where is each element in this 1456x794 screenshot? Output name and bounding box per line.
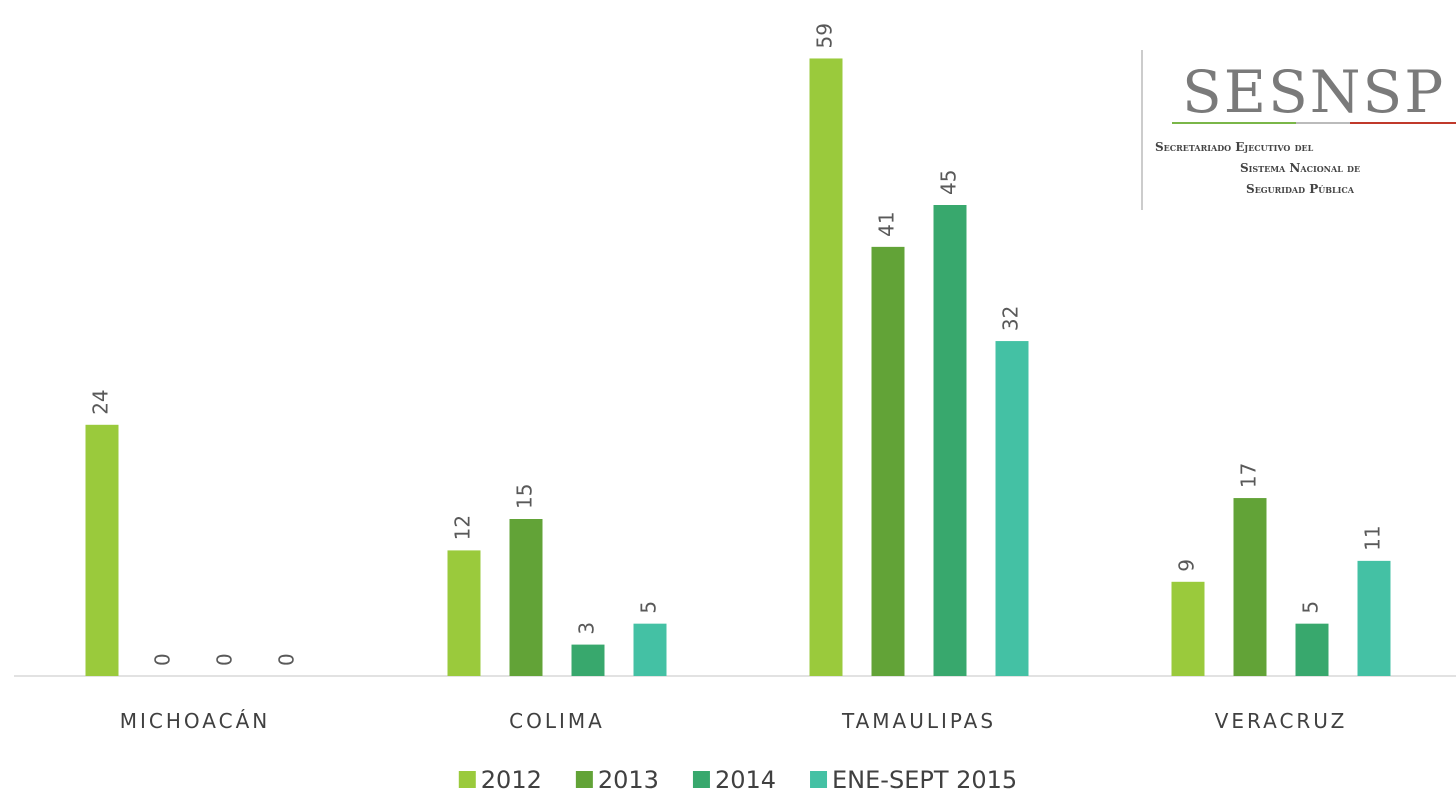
data-label: 17 [1237,463,1261,488]
bar [995,341,1029,676]
logo: SESNSP Secretariado Ejecutivo del Sistem… [1141,50,1456,210]
legend-label: 2013 [598,766,659,794]
data-label: 24 [89,389,113,414]
legend-label: 2014 [715,766,776,794]
bar [509,519,543,676]
bar [1171,581,1205,676]
data-label: 32 [999,306,1023,331]
legend-swatch [575,771,593,788]
data-label: 3 [575,622,599,635]
data-label: 0 [151,653,175,666]
data-label: 0 [213,653,237,666]
logo-line: Sistema Nacional de [1240,161,1360,175]
data-label: 45 [937,170,961,195]
data-label: 5 [637,601,661,614]
data-label: 41 [875,211,899,236]
data-label: 15 [513,484,537,509]
data-label: 0 [275,653,299,666]
bar [1357,560,1391,676]
x-tick-label: MICHOACÁN [120,709,271,733]
legend-label: ENE-SEPT 2015 [832,766,1017,794]
x-tick-label: VERACRUZ [1215,709,1348,733]
x-tick-label: TAMAULIPAS [841,709,996,733]
bar [571,644,605,676]
bar [809,58,843,676]
bar [85,424,119,676]
data-label: 11 [1361,525,1385,550]
logo-title: SESNSP [1182,58,1445,126]
legend-swatch [458,771,476,788]
data-label: 12 [451,515,475,540]
bar [633,623,667,676]
data-label: 5 [1299,601,1323,614]
legend-label: 2012 [481,766,542,794]
bar [933,205,967,676]
logo-line: Seguridad Pública [1246,182,1355,196]
x-tick-label: COLIMA [509,709,605,733]
bar [1233,498,1267,676]
bar [1295,623,1329,676]
data-label: 9 [1175,559,1199,572]
bar [447,550,481,676]
bar [871,246,905,676]
data-label: 59 [813,23,837,48]
legend-swatch [810,771,828,788]
legend-swatch [692,771,710,788]
logo-line: Secretariado Ejecutivo del [1155,140,1314,154]
